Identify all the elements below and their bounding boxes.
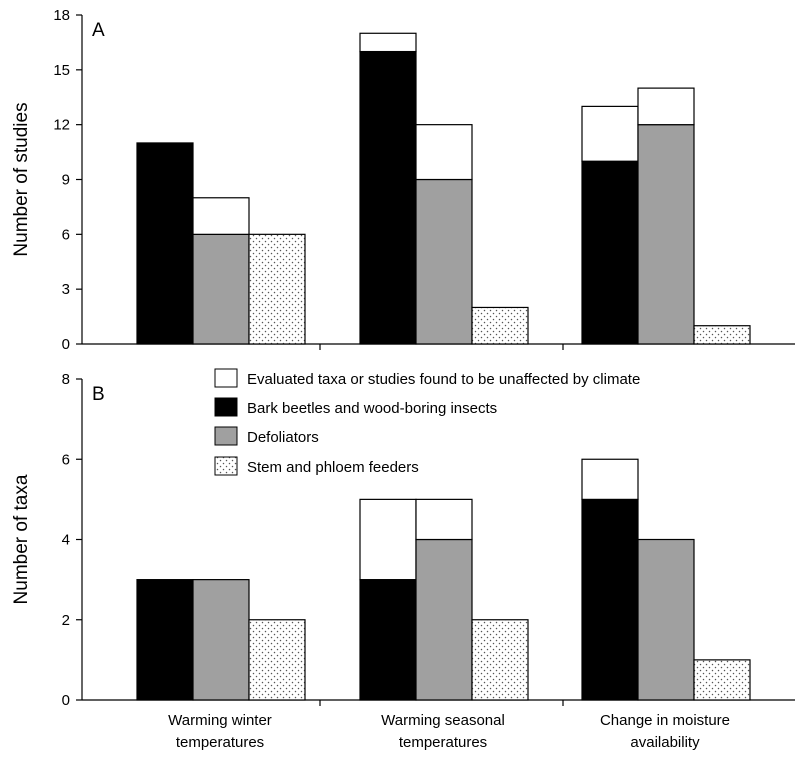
legend-swatch-unaffected bbox=[214, 368, 238, 388]
bar-a-defoliators-2 bbox=[637, 124, 695, 345]
legend-label-stem: Stem and phloem feeders bbox=[247, 459, 419, 476]
category-label-1-line-0: Warming seasonal bbox=[381, 712, 505, 729]
category-label-0-line-0: Warming winter bbox=[168, 712, 272, 729]
bar-a-stem-1 bbox=[471, 306, 529, 345]
bar-unaffected-b-bark-2 bbox=[581, 458, 639, 500]
bar-a-stem-0 bbox=[248, 233, 306, 345]
panel-a: 0 3 6 9 12 15 18 Number of studies A bbox=[11, 7, 795, 353]
bar-unaffected-a-defoliators-0 bbox=[192, 197, 250, 235]
y-tick-label-a-2: 6 bbox=[62, 226, 70, 243]
bar-unaffected-a-defoliators-1 bbox=[415, 124, 473, 181]
y-tick-label-a-5: 15 bbox=[53, 62, 70, 79]
bar-b-bark-1 bbox=[359, 579, 417, 701]
y-tick-label-b-4: 8 bbox=[62, 371, 70, 388]
legend: Evaluated taxa or studies found to be un… bbox=[214, 368, 640, 476]
bar-b-defoliators-0 bbox=[192, 579, 250, 701]
bar-b-stem-0 bbox=[248, 619, 306, 701]
y-tick-label-b-2: 4 bbox=[62, 532, 70, 549]
bar-b-stem-1 bbox=[471, 619, 529, 701]
y-tick-label-b-1: 2 bbox=[62, 612, 70, 629]
y-tick-label-b-0: 0 bbox=[62, 692, 70, 709]
panel-label-b: B bbox=[92, 384, 105, 405]
category-labels: Warming winter temperatures Warming season… bbox=[168, 712, 730, 751]
legend-swatch-defol bbox=[214, 426, 238, 446]
y-axis-title-b: Number of taxa bbox=[11, 474, 32, 604]
bar-unaffected-a-defoliators-2 bbox=[637, 87, 695, 126]
y-tick-label-a-0: 0 bbox=[62, 336, 70, 353]
bar-unaffected-a-bark-1 bbox=[359, 32, 417, 53]
bar-a-bark-2 bbox=[581, 160, 639, 345]
y-tick-label-a-4: 12 bbox=[53, 117, 70, 134]
bar-a-bark-1 bbox=[359, 50, 417, 345]
bar-b-stem-2 bbox=[693, 659, 751, 701]
bar-b-defoliators-2 bbox=[637, 538, 695, 701]
y-tick-label-a-1: 3 bbox=[62, 281, 70, 298]
category-label-2-line-0: Change in moisture bbox=[600, 712, 730, 729]
bar-b-bark-0 bbox=[136, 579, 194, 701]
legend-swatch-bark bbox=[214, 397, 238, 417]
bar-a-defoliators-1 bbox=[415, 178, 473, 345]
bar-a-bark-0 bbox=[136, 142, 194, 345]
category-label-0-line-1: temperatures bbox=[176, 734, 264, 751]
bar-b-defoliators-1 bbox=[415, 538, 473, 701]
legend-label-unaffected: Evaluated taxa or studies found to be un… bbox=[247, 371, 640, 388]
category-label-2-line-1: availability bbox=[630, 734, 700, 751]
bar-unaffected-b-bark-1 bbox=[359, 498, 417, 581]
legend-label-bark: Bark beetles and wood-boring insects bbox=[247, 400, 497, 417]
panel-label-a: A bbox=[92, 20, 105, 41]
y-tick-label-a-6: 18 bbox=[53, 7, 70, 24]
bar-unaffected-a-bark-2 bbox=[581, 105, 639, 162]
y-axis-title-a: Number of studies bbox=[11, 102, 32, 256]
panel-b: 0 2 4 6 8 Number of taxa B bbox=[11, 371, 795, 709]
bar-a-stem-2 bbox=[693, 325, 751, 345]
bar-unaffected-b-defoliators-1 bbox=[415, 498, 473, 541]
legend-swatch-stem bbox=[214, 456, 238, 476]
y-tick-label-b-3: 6 bbox=[62, 451, 70, 468]
bar-b-bark-2 bbox=[581, 498, 639, 701]
bar-a-defoliators-0 bbox=[192, 233, 250, 345]
category-label-1-line-1: temperatures bbox=[399, 734, 487, 751]
legend-label-defol: Defoliators bbox=[247, 429, 319, 446]
y-tick-label-a-3: 9 bbox=[62, 172, 70, 189]
